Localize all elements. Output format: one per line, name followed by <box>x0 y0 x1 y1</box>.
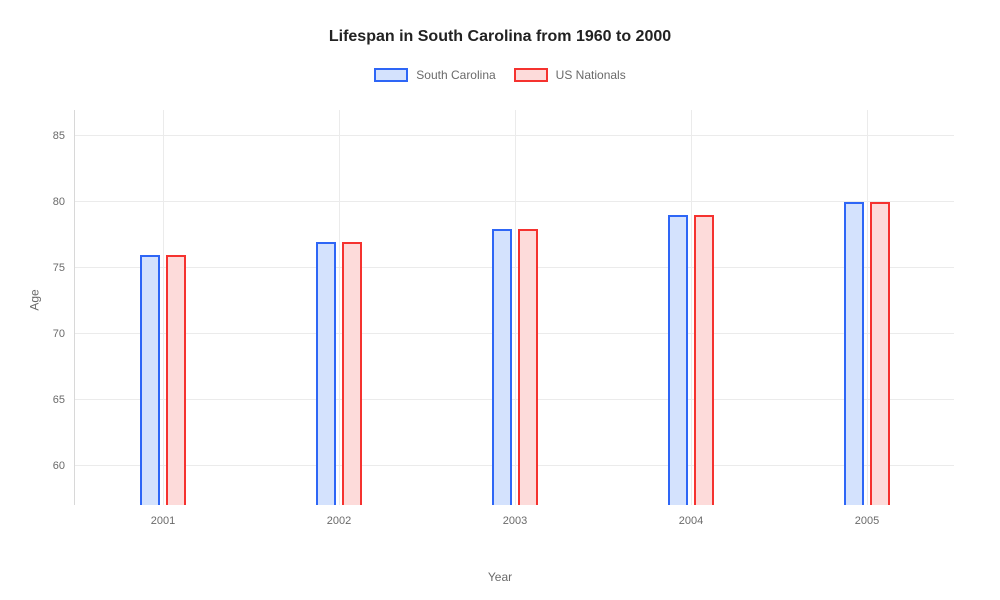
y-tick-label: 85 <box>53 130 75 142</box>
y-tick-label: 80 <box>53 196 75 208</box>
bar-south-carolina-2002 <box>316 242 336 505</box>
v-gridline <box>691 110 692 505</box>
bar-south-carolina-2003 <box>492 229 512 506</box>
legend-item-series-0: South Carolina <box>374 68 495 82</box>
bar-us-nationals-2004 <box>694 215 714 505</box>
y-tick-label: 60 <box>53 460 75 472</box>
y-tick-label: 75 <box>53 262 75 274</box>
x-tick-label: 2001 <box>151 505 175 527</box>
bar-us-nationals-2005 <box>870 202 890 505</box>
y-tick-label: 65 <box>53 394 75 406</box>
x-tick-label: 2004 <box>679 505 703 527</box>
v-gridline <box>515 110 516 505</box>
x-tick-label: 2005 <box>855 505 879 527</box>
legend-swatch-series-0 <box>374 68 408 82</box>
bar-south-carolina-2005 <box>844 202 864 505</box>
legend-label-series-1: US Nationals <box>556 68 626 82</box>
x-axis-label: Year <box>488 570 512 584</box>
legend-label-series-0: South Carolina <box>416 68 495 82</box>
legend: South Carolina US Nationals <box>0 68 1000 82</box>
bar-us-nationals-2003 <box>518 229 538 506</box>
chart-container: Lifespan in South Carolina from 1960 to … <box>0 0 1000 600</box>
y-tick-label: 70 <box>53 328 75 340</box>
x-tick-label: 2003 <box>503 505 527 527</box>
legend-swatch-series-1 <box>514 68 548 82</box>
x-tick-label: 2002 <box>327 505 351 527</box>
v-gridline <box>867 110 868 505</box>
y-axis-label: Age <box>28 289 42 310</box>
legend-item-series-1: US Nationals <box>514 68 626 82</box>
bar-south-carolina-2004 <box>668 215 688 505</box>
plot-area: 60657075808520012002200320042005 <box>74 110 954 505</box>
bar-us-nationals-2002 <box>342 242 362 505</box>
bar-us-nationals-2001 <box>166 255 186 505</box>
v-gridline <box>339 110 340 505</box>
chart-title: Lifespan in South Carolina from 1960 to … <box>0 0 1000 46</box>
v-gridline <box>163 110 164 505</box>
bar-south-carolina-2001 <box>140 255 160 505</box>
